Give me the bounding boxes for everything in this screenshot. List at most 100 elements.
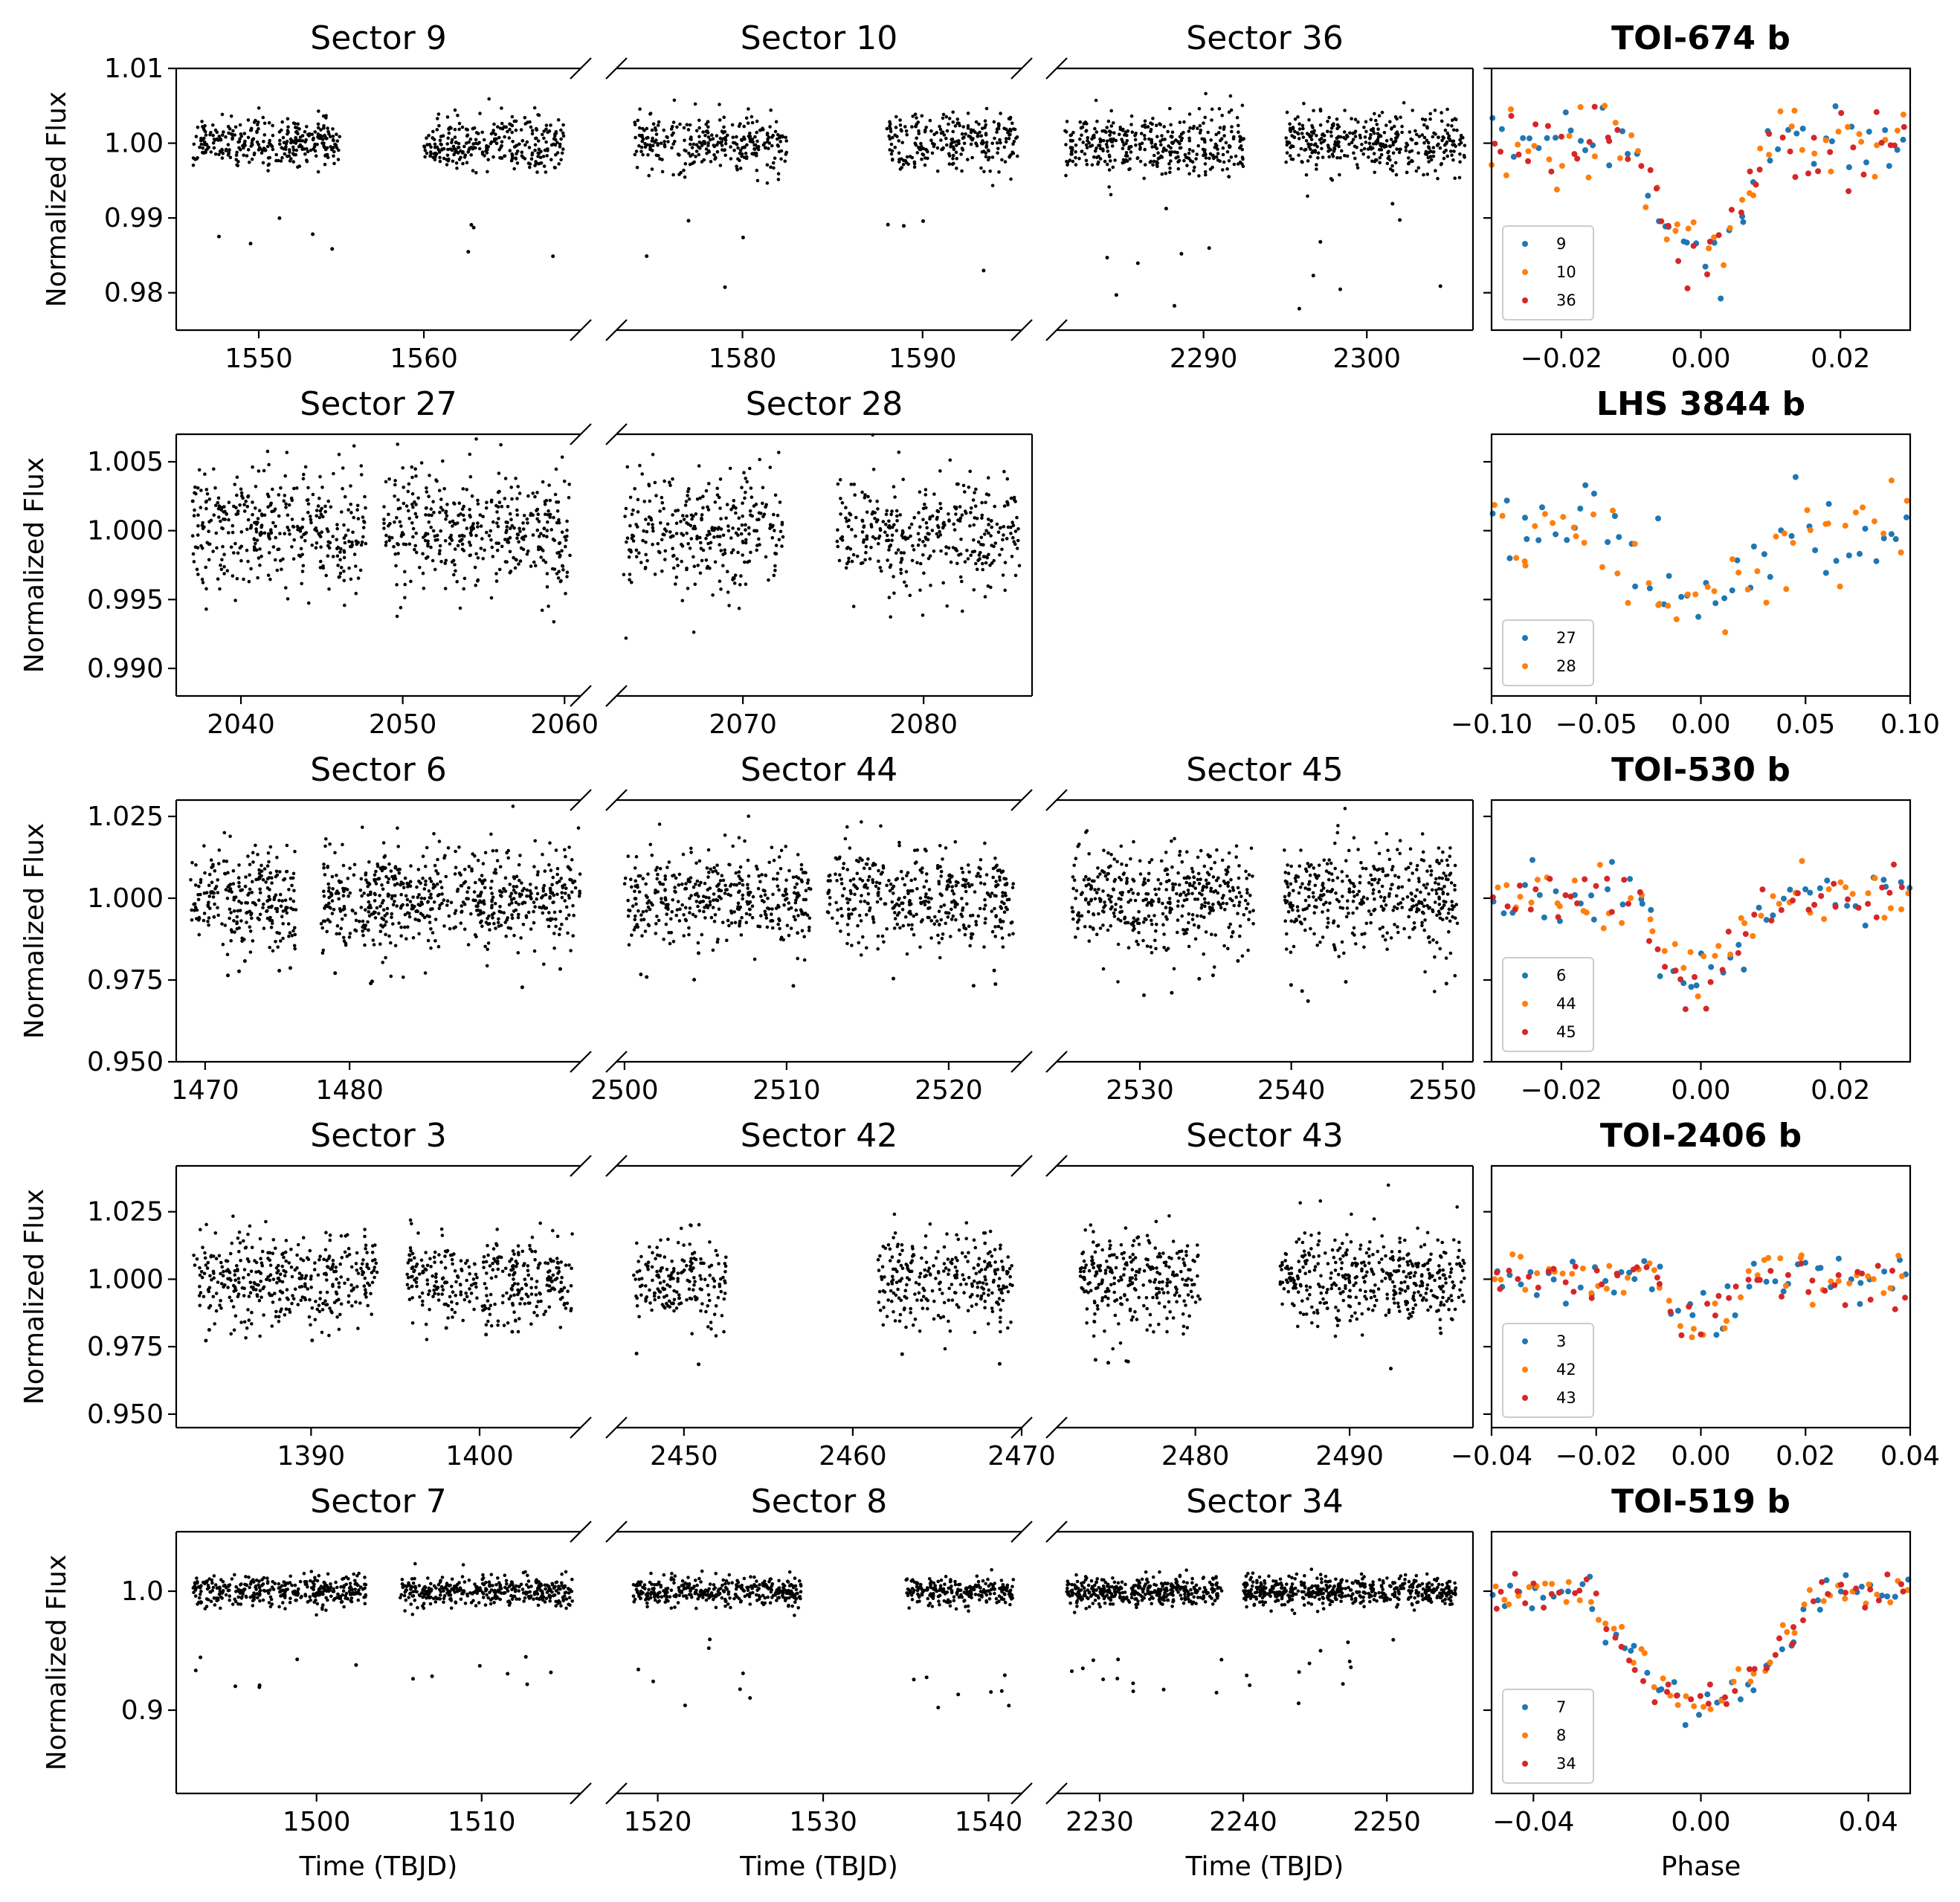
flux-point bbox=[793, 918, 797, 922]
flux-point bbox=[491, 520, 495, 524]
flux-point bbox=[337, 892, 341, 895]
flux-point bbox=[548, 498, 552, 503]
flux-point bbox=[947, 519, 951, 523]
flux-point bbox=[627, 943, 631, 947]
flux-point bbox=[510, 497, 514, 501]
flux-point bbox=[476, 521, 480, 525]
flux-point bbox=[650, 854, 654, 857]
flux-point bbox=[974, 561, 978, 566]
phase-point bbox=[1828, 168, 1834, 175]
flux-point bbox=[399, 880, 404, 884]
flux-point bbox=[1138, 159, 1143, 164]
flux-point bbox=[281, 135, 286, 140]
flux-point bbox=[196, 486, 200, 490]
flux-point bbox=[468, 137, 473, 141]
flux-point bbox=[935, 509, 939, 513]
flux-point bbox=[265, 916, 270, 921]
flux-point bbox=[517, 903, 520, 906]
flux-point bbox=[518, 526, 521, 531]
flux-point bbox=[1462, 153, 1466, 158]
flux-point bbox=[637, 126, 642, 130]
flux-point bbox=[782, 894, 786, 897]
flux-point bbox=[309, 148, 313, 152]
flux-point bbox=[193, 508, 196, 512]
flux-point bbox=[636, 118, 640, 123]
flux-point bbox=[238, 546, 242, 550]
flux-point bbox=[1222, 134, 1226, 138]
flux-point bbox=[491, 895, 495, 899]
flux-point bbox=[525, 140, 529, 144]
flux-point bbox=[650, 128, 654, 132]
flux-point bbox=[1111, 165, 1115, 170]
flux-point bbox=[717, 495, 721, 500]
phase-point bbox=[1665, 222, 1672, 229]
phase-point bbox=[1900, 112, 1906, 118]
flux-point bbox=[1218, 126, 1222, 130]
flux-point bbox=[442, 856, 446, 860]
flux-point bbox=[720, 874, 724, 877]
flux-point bbox=[284, 506, 288, 509]
flux-point bbox=[230, 929, 234, 934]
flux-point bbox=[1167, 162, 1171, 166]
flux-point bbox=[911, 544, 915, 548]
flux-point bbox=[740, 915, 744, 920]
flux-point bbox=[502, 125, 506, 129]
flux-point bbox=[1016, 538, 1020, 543]
flux-point bbox=[889, 563, 893, 567]
flux-point bbox=[936, 523, 940, 528]
flux-point bbox=[209, 891, 213, 895]
flux-point bbox=[543, 500, 547, 503]
phase-point bbox=[1690, 242, 1697, 249]
transit-point bbox=[237, 969, 241, 973]
flux-point bbox=[921, 153, 926, 157]
flux-point bbox=[846, 560, 851, 564]
flux-point bbox=[212, 513, 216, 517]
flux-point bbox=[549, 891, 552, 894]
flux-point bbox=[413, 544, 417, 548]
flux-point bbox=[945, 887, 949, 892]
phase-point bbox=[1525, 158, 1532, 164]
flux-point bbox=[1309, 143, 1313, 146]
flux-point bbox=[764, 505, 767, 509]
flux-point bbox=[336, 158, 341, 161]
flux-point bbox=[675, 557, 679, 561]
flux-point bbox=[284, 502, 288, 506]
flux-point bbox=[715, 898, 720, 903]
flux-point bbox=[643, 929, 648, 933]
flux-point bbox=[981, 543, 985, 547]
flux-point bbox=[306, 502, 311, 506]
flux-point bbox=[190, 908, 193, 912]
flux-point bbox=[483, 878, 487, 882]
flux-point bbox=[1168, 106, 1172, 111]
flux-point bbox=[706, 144, 710, 147]
flux-point bbox=[1232, 162, 1237, 167]
flux-point bbox=[552, 946, 556, 950]
flux-point bbox=[631, 534, 636, 538]
phase-point bbox=[1901, 123, 1907, 130]
phase-point bbox=[1646, 585, 1653, 592]
flux-point bbox=[233, 483, 237, 486]
flux-point bbox=[1009, 496, 1013, 500]
flux-point bbox=[1353, 129, 1358, 133]
flux-point bbox=[634, 884, 637, 889]
flux-point bbox=[190, 918, 194, 922]
flux-point bbox=[1455, 128, 1459, 132]
flux-point bbox=[1240, 138, 1245, 141]
flux-point bbox=[663, 143, 667, 146]
flux-point bbox=[683, 887, 687, 891]
flux-point bbox=[1445, 154, 1449, 158]
transit-point bbox=[1179, 251, 1184, 256]
flux-point bbox=[729, 551, 734, 555]
flux-point bbox=[457, 121, 462, 126]
flux-point bbox=[244, 875, 248, 879]
flux-point bbox=[1411, 109, 1414, 112]
flux-point bbox=[201, 526, 205, 531]
flux-point bbox=[773, 156, 777, 161]
flux-point bbox=[723, 138, 728, 143]
flux-point bbox=[885, 538, 889, 543]
flux-point bbox=[668, 483, 672, 488]
flux-point bbox=[1289, 129, 1293, 133]
flux-point bbox=[700, 160, 704, 164]
flux-point bbox=[387, 538, 391, 543]
